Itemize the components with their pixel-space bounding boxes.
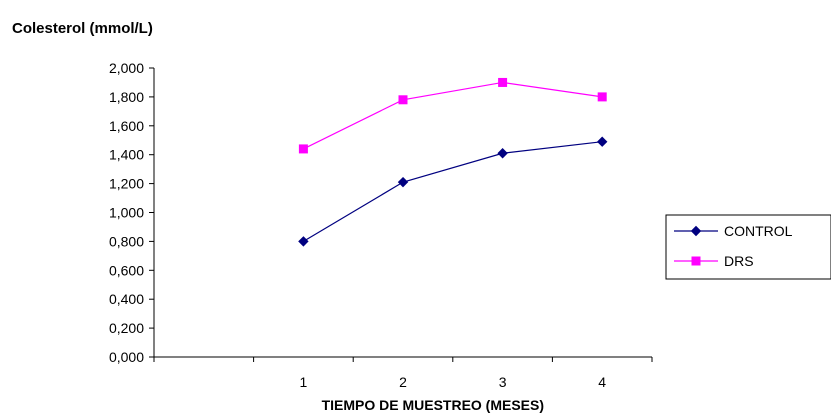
data-point-control — [298, 236, 309, 247]
y-tick-label: 0,000 — [109, 349, 144, 365]
x-tick-label: 3 — [499, 374, 507, 390]
data-point-control — [596, 136, 608, 147]
legend-marker — [690, 225, 702, 237]
y-tick-label: 1,600 — [109, 118, 144, 134]
data-point-drs — [398, 95, 408, 105]
y-tick-label: 1,400 — [109, 147, 144, 163]
y-tick-label: 1,000 — [109, 205, 144, 221]
legend-label: CONTROL — [724, 223, 793, 239]
data-point-drs — [298, 144, 308, 154]
x-tick-labels: 1 2 3 4 — [300, 374, 607, 390]
legend-entry-drs: DRS — [674, 253, 754, 269]
y-tick-label: 1,800 — [109, 89, 144, 105]
legend: CONTROL DRS — [665, 214, 831, 280]
series-control — [298, 136, 608, 247]
y-tick-label: 2,000 — [109, 60, 144, 76]
legend-entry-control: CONTROL — [674, 223, 793, 239]
legend-marker — [691, 256, 701, 266]
x-tick-label: 1 — [300, 374, 308, 390]
series-line-control — [303, 141, 603, 242]
y-tick-label: 0,600 — [109, 262, 144, 278]
data-point-control — [397, 176, 409, 188]
x-tick-label: 2 — [399, 374, 407, 390]
legend-box — [665, 214, 831, 280]
legend-label: DRS — [724, 253, 754, 269]
series-line-drs — [303, 81, 603, 150]
data-point-control — [497, 148, 508, 159]
y-tick-label: 0,200 — [109, 320, 144, 336]
y-tick-labels: 0,000 0,200 0,400 0,600 0,800 1,000 1,200 1,400… — [109, 60, 144, 365]
y-tick-label: 1,200 — [109, 176, 144, 192]
data-point-drs — [498, 77, 508, 87]
y-tick-label: 0,800 — [109, 233, 144, 249]
chart-title: Colesterol (mmol/L) — [12, 20, 153, 37]
data-point-drs — [597, 92, 607, 102]
y-tick-label: 0,400 — [109, 291, 144, 307]
series-drs — [298, 77, 607, 154]
series-lines — [298, 77, 608, 247]
x-tick-label: 4 — [598, 374, 606, 390]
x-axis-title: TIEMPO DE MUESTREO (MESES) — [322, 397, 544, 413]
axes — [149, 67, 653, 362]
